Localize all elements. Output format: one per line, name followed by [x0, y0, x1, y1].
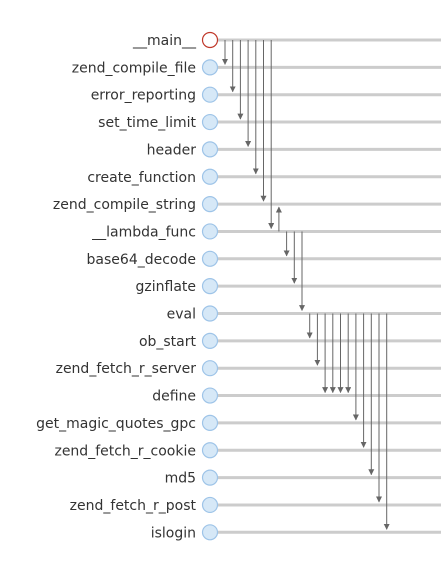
label-zend-fetch-r-post: zend_fetch_r_post — [70, 498, 197, 514]
label-eval: eval — [167, 307, 196, 323]
node-eval[interactable] — [201, 305, 219, 322]
node-header[interactable] — [201, 141, 219, 158]
node-main--[interactable] — [201, 31, 219, 49]
node-base64-decode[interactable] — [201, 250, 219, 267]
node-zend-compile-string[interactable] — [201, 196, 219, 213]
label-ob-start: ob_start — [139, 334, 197, 350]
node-define[interactable] — [201, 387, 219, 404]
label-base64-decode: base64_decode — [87, 252, 196, 268]
call-arrows — [222, 40, 390, 530]
node-set-time-limit[interactable] — [201, 113, 219, 131]
label-zend-fetch-r-server: zend_fetch_r_server — [56, 361, 197, 377]
label-md5: md5 — [165, 471, 196, 487]
node-zend-fetch-r-cookie[interactable] — [201, 442, 219, 459]
node-md5[interactable] — [201, 469, 219, 486]
label-islogin: islogin — [151, 525, 196, 541]
label-main--: __main__ — [132, 33, 197, 49]
label-error-reporting: error_reporting — [91, 88, 196, 104]
node-islogin[interactable] — [201, 524, 219, 541]
node-lambda-func[interactable] — [201, 223, 219, 240]
node-ob-start[interactable] — [201, 332, 219, 349]
label-gzinflate: gzinflate — [136, 279, 197, 295]
node-zend-fetch-r-post[interactable] — [201, 496, 219, 514]
node-gzinflate[interactable] — [201, 278, 219, 295]
label-zend-compile-file: zend_compile_file — [72, 60, 196, 76]
label-create-function: create_function — [87, 170, 196, 186]
label-define: define — [152, 389, 196, 405]
function-nodes — [201, 31, 219, 541]
node-error-reporting[interactable] — [201, 86, 219, 103]
node-zend-fetch-r-server[interactable] — [201, 360, 219, 377]
label-zend-compile-string: zend_compile_string — [53, 197, 196, 213]
function-labels: __main__ zend_compile_file error_reporting… — [36, 33, 197, 541]
node-create-function[interactable] — [201, 168, 219, 185]
label-header: header — [147, 142, 197, 158]
label-get-magic-quotes-gpc: get_magic_quotes_gpc — [36, 416, 196, 432]
label-set-time-limit: set_time_limit — [98, 115, 196, 131]
label-lambda-func: __lambda_func — [91, 224, 196, 240]
timelines — [210, 38, 441, 534]
node-zend-compile-file[interactable] — [201, 59, 219, 76]
label-zend-fetch-r-cookie: zend_fetch_r_cookie — [54, 443, 196, 459]
node-get-magic-quotes-gpc[interactable] — [201, 414, 219, 431]
